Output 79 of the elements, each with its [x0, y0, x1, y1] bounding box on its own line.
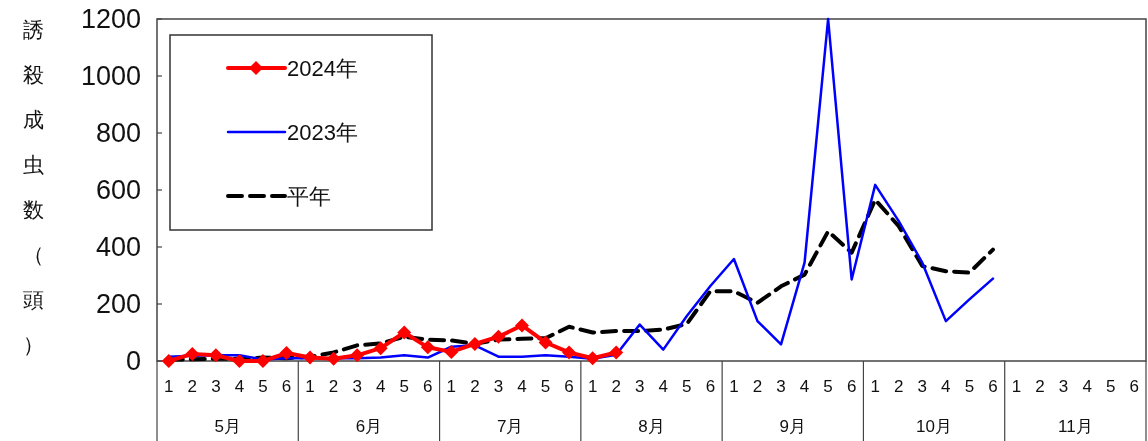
x-tick-label: 3: [776, 377, 786, 396]
text: 9月: [779, 417, 807, 436]
point: [609, 345, 624, 360]
text: 7月: [496, 417, 524, 436]
x-tick-label: 4: [1082, 377, 1092, 396]
x-tick-label: 6: [846, 377, 857, 396]
x-tick-label: 4: [517, 377, 527, 396]
point: [161, 354, 176, 368]
point: [279, 346, 294, 361]
point: [467, 336, 482, 351]
x-tick-label: 4: [941, 377, 951, 396]
point: [185, 346, 200, 361]
x-tick-label: 4: [799, 377, 810, 396]
point: [397, 325, 412, 340]
y-tick-label: 1200: [80, 4, 141, 34]
x-tick-label: 5: [823, 377, 833, 396]
x-tick-label: 1: [729, 377, 739, 396]
x-tick-label: 1: [1011, 377, 1022, 396]
x-tick-label: 1: [587, 377, 598, 396]
y-tick-label: 600: [95, 175, 141, 205]
x-tick-label: 1: [446, 377, 457, 396]
text: 10月: [916, 417, 953, 436]
point: [350, 348, 365, 363]
x-tick-label: 2: [187, 377, 198, 396]
x-tick-label: 6: [423, 377, 433, 396]
x-tick-label: 2: [894, 377, 904, 396]
x-tick-label: 3: [917, 377, 928, 396]
x-tick-label: 4: [658, 377, 669, 396]
legend-label: 2023年: [287, 120, 358, 145]
x-tick-label: 3: [352, 377, 362, 396]
x-tick-label: 6: [1129, 377, 1139, 396]
x-tick-label: 4: [375, 377, 386, 396]
point: [303, 350, 318, 365]
point: [444, 344, 459, 359]
x-tick-label: 5: [1105, 377, 1116, 396]
x-tick-label: 6: [281, 377, 292, 396]
y-axis-title: 誘殺成虫数（頭）: [22, 18, 44, 356]
y-tick-label: 1000: [80, 61, 141, 91]
point: [514, 318, 529, 333]
y-tick-label: 0: [125, 346, 141, 376]
y-tick-label: 800: [95, 118, 141, 148]
x-tick-label: 4: [234, 377, 245, 396]
x-tick-label: 1: [164, 377, 174, 396]
y-tick-label: 200: [95, 289, 141, 319]
point: [373, 341, 388, 356]
text: 11月: [1058, 417, 1093, 436]
point: [232, 354, 247, 368]
point: [562, 345, 577, 360]
x-tick-label: 2: [1035, 377, 1045, 396]
x-tick-label: 3: [1058, 377, 1069, 396]
x-tick-label: 1: [870, 377, 880, 396]
x-tick-label: 5: [540, 377, 551, 396]
point: [538, 335, 553, 350]
y-tick-label: 400: [95, 232, 141, 262]
x-tick-label: 2: [328, 377, 339, 396]
x-tick-label: 3: [211, 377, 221, 396]
text: 8月: [638, 417, 665, 436]
x-tick-label: 1: [305, 377, 315, 396]
x-tick-label: 5: [258, 377, 268, 396]
point: [326, 351, 341, 366]
x-tick-label: 2: [470, 377, 480, 396]
legend-label: 平年: [287, 184, 331, 209]
x-tick-label: 5: [682, 377, 692, 396]
x-tick-label: 2: [611, 377, 621, 396]
x-tick-label: 6: [988, 377, 998, 396]
point: [208, 348, 223, 363]
x-tick-label: 5: [399, 377, 409, 396]
x-tick-label: 2: [752, 377, 763, 396]
x-tick-label: 3: [493, 377, 504, 396]
legend-label: 2024年: [287, 56, 358, 81]
x-tick-label: 6: [705, 377, 716, 396]
x-tick-label: 3: [634, 377, 645, 396]
point: [491, 329, 506, 344]
x-tick-label: 5: [964, 377, 975, 396]
text: 5月: [214, 417, 241, 436]
point: [420, 340, 435, 355]
point: [585, 351, 600, 366]
text: 6月: [355, 417, 383, 436]
x-tick-label: 6: [564, 377, 574, 396]
